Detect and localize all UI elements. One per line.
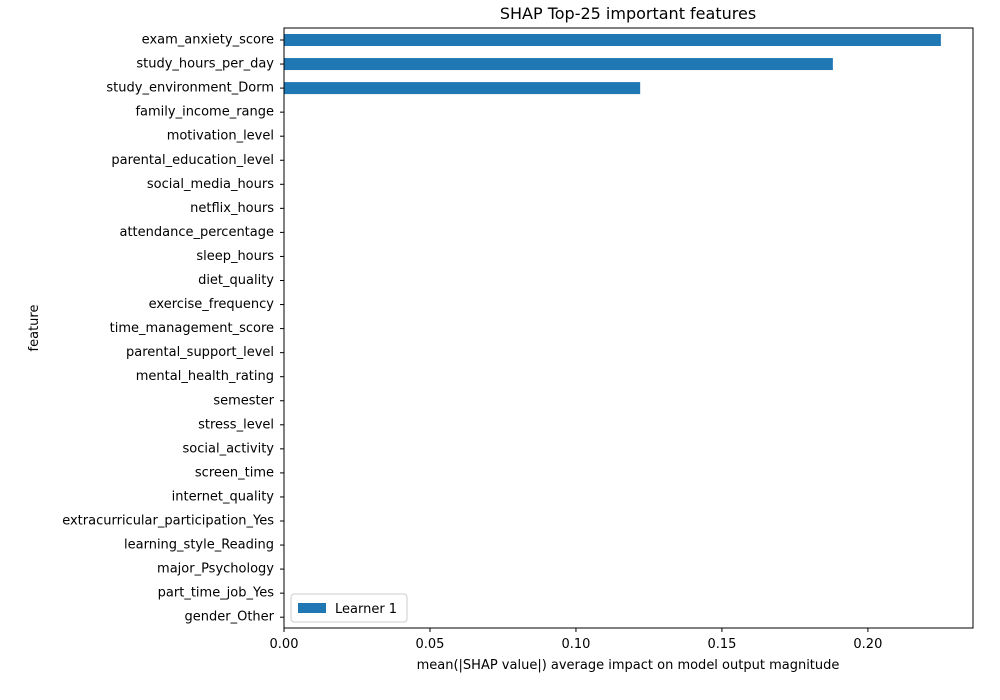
- x-tick-label: 0.20: [853, 637, 882, 652]
- x-tick-label: 0.00: [270, 637, 299, 652]
- plot-frame: [283, 27, 974, 629]
- y-tick-label: study_environment_Dorm: [106, 81, 274, 96]
- y-tick-label: semester: [213, 393, 274, 408]
- y-tick-label: learning_style_Reading: [124, 538, 274, 553]
- bars-group: [284, 34, 941, 95]
- bar: [284, 58, 833, 71]
- y-axis-label: feature: [27, 305, 42, 352]
- y-tick-label: parental_education_level: [111, 153, 274, 168]
- x-tick-label: 0.10: [561, 637, 590, 652]
- y-ticks-group: exam_anxiety_score study_hours_per_daystu…: [62, 33, 284, 625]
- bar: [284, 34, 941, 46]
- y-tick-label: internet_quality: [172, 489, 275, 504]
- y-tick-label: screen_time: [195, 465, 274, 480]
- y-tick-label: time_management_score: [110, 321, 274, 336]
- x-axis-label: mean(|SHAP value|) average impact on mod…: [417, 658, 840, 673]
- y-tick-label: social_media_hours: [147, 177, 274, 192]
- y-tick-label: exercise_frequency: [149, 297, 275, 312]
- y-tick-label: motivation_level: [167, 129, 274, 144]
- y-tick-label: sleep_hours: [196, 249, 274, 264]
- y-tick-label: social_activity: [183, 441, 275, 456]
- y-tick-label: gender_Other: [185, 610, 275, 625]
- y-tick-label: attendance_percentage: [119, 225, 274, 240]
- y-tick-label: study_hours_per_day: [136, 57, 274, 72]
- y-tick-label: major_Psychology: [157, 562, 274, 577]
- y-tick-label: diet_quality: [198, 273, 274, 288]
- legend-frame: [290, 593, 408, 623]
- x-tick-label: 0.05: [415, 637, 444, 652]
- y-tick-label: parental_support_level: [126, 345, 274, 360]
- y-tick-label: part_time_job_Yes: [158, 586, 275, 601]
- x-tick-label: 0.15: [707, 637, 736, 652]
- y-tick-label: family_income_range: [135, 105, 274, 120]
- x-ticks-group: 0.00 0.05 0.10 0.15 0.20: [270, 628, 882, 652]
- y-tick-label: exam_anxiety_score: [142, 33, 274, 48]
- y-tick-label: extracurricular_participation_Yes: [62, 514, 274, 529]
- y-tick-label: netflix_hours: [190, 201, 274, 216]
- bar: [284, 82, 641, 95]
- y-tick-label: stress_level: [198, 417, 274, 432]
- y-tick-label: mental_health_rating: [136, 369, 274, 384]
- legend-swatch: [298, 603, 326, 613]
- legend-label: Learner 1: [335, 602, 397, 617]
- legend: Learner 1: [290, 593, 408, 623]
- chart-title: SHAP Top-25 important features: [500, 4, 756, 23]
